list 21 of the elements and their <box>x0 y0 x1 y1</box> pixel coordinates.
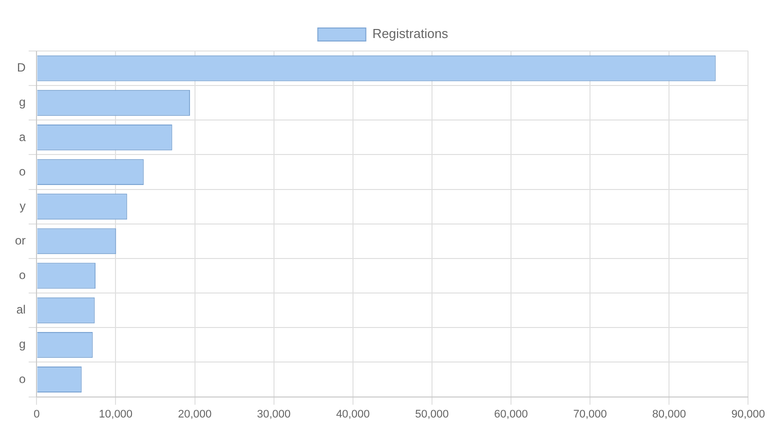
y-tick-label: o <box>18 268 26 282</box>
x-tick-label: 20,000 <box>178 408 212 420</box>
y-tick-label: al <box>16 302 26 317</box>
y-tick-label: a <box>18 130 26 144</box>
x-tick-label: 60,000 <box>494 408 528 420</box>
x-tick-label: 70,000 <box>573 408 607 420</box>
x-tick-label: 80,000 <box>652 408 686 420</box>
x-tick-label: 40,000 <box>336 408 370 420</box>
x-tick-label: 90,000 <box>731 408 766 420</box>
y-tick-label: D <box>17 60 26 75</box>
x-tick-label: 0 <box>34 408 40 420</box>
y-tick-label: or <box>15 234 26 248</box>
legend-label: Registrations <box>372 26 449 42</box>
y-tick-label: o <box>18 372 26 386</box>
y-tick-label: o <box>18 164 26 178</box>
x-tick-label: 50,000 <box>415 408 449 420</box>
y-tick-label: g <box>18 337 26 352</box>
x-tick-label: 30,000 <box>257 408 291 420</box>
y-tick-label: g <box>18 95 26 110</box>
y-tick-label: y <box>20 198 26 213</box>
x-tick-label: 10,000 <box>98 408 133 420</box>
